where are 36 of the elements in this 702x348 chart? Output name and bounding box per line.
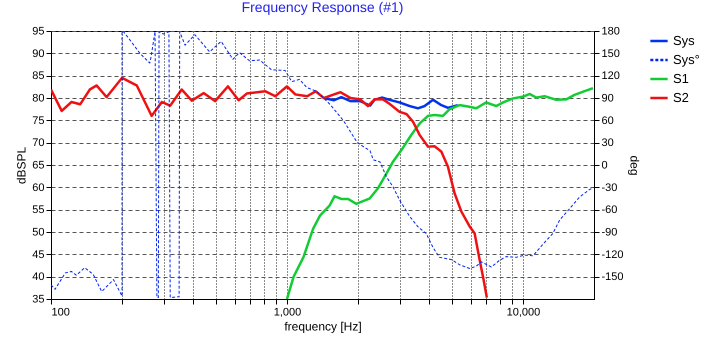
legend-label: Sys (673, 33, 696, 48)
y2-tick-label: 120 (602, 70, 620, 82)
y2-tick-label: -30 (602, 182, 618, 194)
chart-title: Frequency Response (#1) (242, 0, 404, 15)
y2-tick-label: -120 (602, 248, 624, 261)
legend-label: S2 (673, 90, 689, 105)
y2-axis-title: deg (628, 155, 642, 176)
y2-tick-label: -90 (602, 226, 618, 238)
legend-label: S1 (673, 71, 689, 86)
x-tick-label: 100 (52, 306, 70, 318)
x-axis-title: frequency [Hz] (284, 320, 362, 334)
y2-tick-label: -150 (602, 271, 624, 284)
y2-tick-label: 150 (602, 48, 620, 60)
legend-label: Sys° (673, 52, 700, 67)
y2-tick-label: 180 (602, 26, 620, 38)
y-tick-label: 70 (32, 137, 44, 150)
y-tick-label: 35 (32, 294, 44, 306)
y-tick-label: 50 (32, 226, 44, 238)
y-tick-label: 55 (32, 204, 44, 216)
y2-tick-label: 30 (602, 137, 614, 150)
y-tick-label: 75 (32, 114, 44, 127)
y2-tick-label: 90 (602, 92, 614, 104)
y2-tick-label: 0 (602, 160, 608, 172)
x-tick-label: 1,000 (274, 306, 302, 318)
y-axis-title: dBSPL (14, 146, 28, 184)
y-tick-label: 95 (32, 26, 44, 38)
x-tick-label: 10,000 (506, 306, 540, 318)
y-tick-label: 85 (32, 70, 44, 82)
y2-tick-label: 60 (602, 114, 614, 127)
y-tick-label: 90 (32, 48, 44, 60)
y-tick-label: 80 (32, 92, 44, 104)
y-tick-label: 60 (32, 182, 44, 194)
y2-tick-label: -60 (602, 204, 618, 216)
y-tick-label: 65 (32, 160, 44, 172)
y-tick-label: 45 (32, 248, 44, 261)
y-tick-label: 40 (32, 271, 44, 284)
